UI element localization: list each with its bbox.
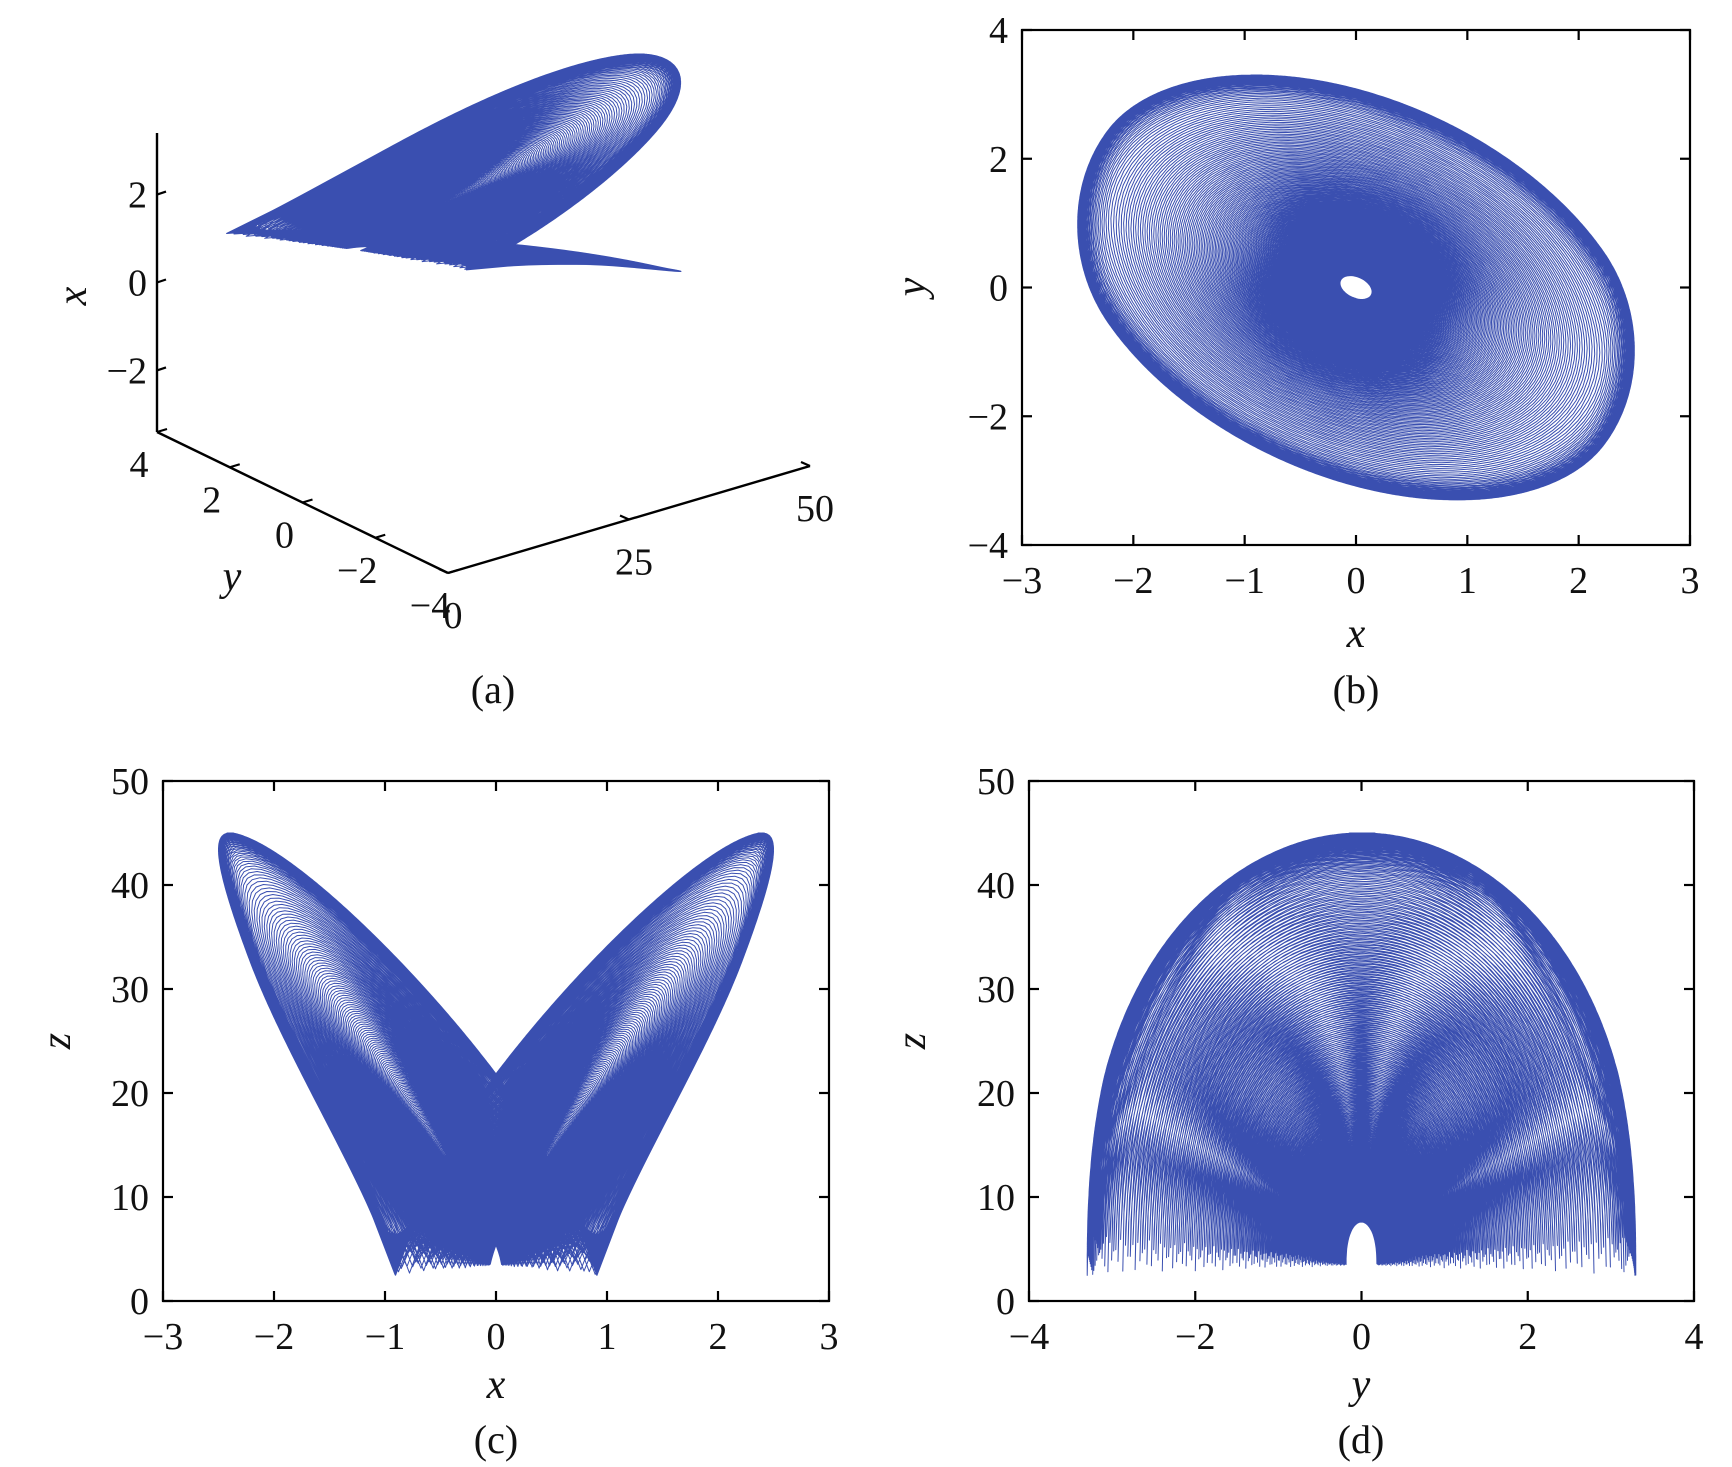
panel-a-depth-tick-label: 0	[444, 595, 463, 637]
panel-b-x-tick-label: 0	[1347, 560, 1366, 602]
panel-a-y-tick-label: −2	[337, 550, 377, 592]
panel-b-y-tick-label: −4	[968, 525, 1008, 567]
panel-a-y-tick	[302, 498, 313, 504]
panel-a-depth-tick-label: 50	[796, 488, 834, 530]
panel-c-caption: (c)	[474, 1417, 518, 1462]
panel-c-x-tick-label: 3	[820, 1316, 839, 1358]
panel-d-ylabel: z	[889, 1033, 935, 1050]
panel-d-xlabel: y	[1348, 1362, 1371, 1408]
panel-d-y-tick-label: 50	[977, 761, 1015, 803]
panel-b-y-tick-label: 2	[989, 139, 1008, 181]
panel-a-y-tick-label: 4	[130, 444, 149, 486]
panel-c-y-tick-label: 40	[111, 865, 149, 907]
panel-c-x-tick-label: −3	[143, 1316, 183, 1358]
panel-c-x-tick-label: −1	[365, 1316, 405, 1358]
panel-d-x-tick-label: 2	[1518, 1316, 1537, 1358]
panel-a-z-tick	[156, 278, 167, 284]
panel-c-trajectory	[218, 832, 774, 1276]
panel-a-z-tick-label: −2	[107, 350, 147, 392]
panel-d-y-tick-label: 0	[996, 1281, 1015, 1323]
panel-a-caption: (a)	[471, 667, 515, 712]
panel-c-ylabel: z	[34, 1033, 80, 1050]
panel-d-y-tick-label: 10	[977, 1177, 1015, 1219]
panel-c-y-tick-label: 30	[111, 969, 149, 1011]
panel-c-x-tick-label: −2	[254, 1316, 294, 1358]
panel-c-y-tick-label: 10	[111, 1177, 149, 1219]
panel-a-z-tick	[156, 366, 167, 372]
panel-a-ticks: −2 0 2 −4 −2 0 2 4 0 25 50	[107, 175, 834, 637]
panel-a-trajectory-line	[226, 53, 682, 272]
panel-b-trajectory-line	[1077, 74, 1635, 501]
panel-c-xlabel: x	[486, 1362, 506, 1408]
panel-a-y-tick-label: 0	[275, 515, 294, 557]
panel-b-ylabel: y	[889, 277, 935, 300]
panel-b-y-tick-label: 4	[989, 10, 1008, 52]
panel-d-caption: (d)	[1338, 1417, 1385, 1462]
panel-a-y-tick	[374, 533, 386, 539]
panel-b-x-tick-label: −1	[1224, 560, 1264, 602]
panel-d-y-tick-label: 20	[977, 1073, 1015, 1115]
panel-c-trajectory-line	[218, 832, 774, 1276]
panel-b-x-tick-label: −2	[1113, 560, 1153, 602]
panel-b-x-tick-label: 1	[1458, 560, 1477, 602]
panel-a-y-tick	[156, 427, 168, 434]
panel-a-depth-tick	[438, 567, 449, 575]
panel-a-y-tick-label: 2	[202, 479, 221, 521]
panel-c-y-tick-label: 20	[111, 1073, 149, 1115]
panel-a-trajectory	[226, 53, 682, 272]
panel-a-depth-tick	[800, 460, 811, 468]
panel-d-y-tick-label: 40	[977, 865, 1015, 907]
panel-a-z-tick	[156, 190, 167, 196]
panel-c-y-tick-label: 0	[130, 1281, 149, 1323]
panel-b-ticks: −3 −2 −1 0 1 2 3 −4 −2 0 2 4	[968, 10, 1700, 602]
panel-d-x-tick-label: −2	[1175, 1316, 1215, 1358]
panel-a-ylabel: y	[219, 554, 242, 600]
panel-b-y-tick-label: 0	[989, 268, 1008, 310]
panel-b-xy-plot: −3 −2 −1 0 1 2 3 −4 −2 0 2 4 x y (b)	[889, 10, 1700, 712]
panel-a-depth-tick	[619, 514, 630, 521]
panel-d-trajectory-line	[1086, 832, 1637, 1276]
panel-c-x-tick-label: 1	[598, 1316, 617, 1358]
panel-a-z-tick-label: 2	[128, 175, 147, 217]
panel-a-depth-tick-label: 25	[615, 542, 653, 584]
panel-b-x-tick-label: 2	[1569, 560, 1588, 602]
panel-d-y-tick-label: 30	[977, 969, 1015, 1011]
panel-b-xlabel: x	[1346, 611, 1366, 657]
panel-b-trajectory	[1077, 74, 1635, 501]
panel-c-y-tick-label: 50	[111, 761, 149, 803]
panel-a-3d-plot: −2 0 2 −4 −2 0 2 4 0 25 50 x y (a)	[50, 53, 834, 712]
panel-b-y-tick-label: −2	[968, 396, 1008, 438]
panel-a-z-tick-label: 0	[128, 263, 147, 305]
panel-c-x-tick-label: 0	[487, 1316, 506, 1358]
panel-d-x-tick-label: −4	[1009, 1316, 1049, 1358]
panel-b-x-tick-label: 3	[1681, 560, 1700, 602]
panel-d-trajectory	[1086, 832, 1637, 1276]
panel-d-x-tick-label: 4	[1685, 1316, 1704, 1358]
panel-a-y-tick	[447, 568, 459, 575]
panel-c-x-tick-label: 2	[709, 1316, 728, 1358]
panel-d-x-tick-label: 0	[1352, 1316, 1371, 1358]
panel-a-zlabel: x	[50, 286, 96, 306]
panel-a-y-tick-label: −4	[410, 585, 450, 627]
panel-a-y-tick	[229, 463, 241, 469]
panel-b-x-tick-label: −3	[1002, 560, 1042, 602]
panel-b-caption: (b)	[1333, 667, 1380, 712]
